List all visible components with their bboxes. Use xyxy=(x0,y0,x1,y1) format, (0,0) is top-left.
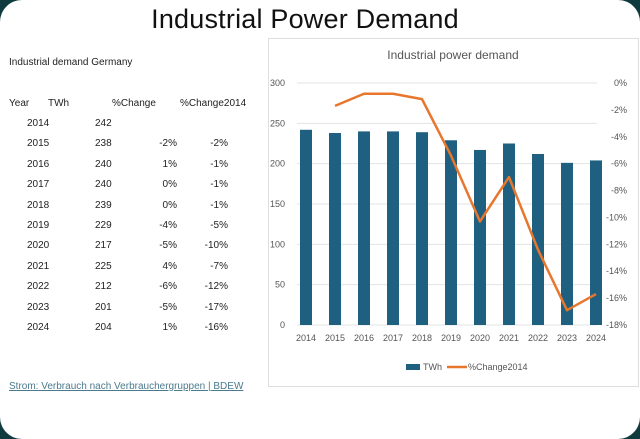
cell-year: 2021 xyxy=(27,260,50,272)
cell-change: -5% xyxy=(159,301,177,313)
bar-twh xyxy=(532,153,544,325)
y-left-tick: 300 xyxy=(270,78,285,88)
x-tick: 2017 xyxy=(383,333,403,343)
y-left-tick: 100 xyxy=(270,239,285,249)
cell-change2014: -1% xyxy=(210,199,228,211)
header-year: Year xyxy=(9,98,30,109)
x-tick: 2021 xyxy=(499,333,519,343)
cell-change2014: -16% xyxy=(204,322,228,333)
x-tick: 2016 xyxy=(354,333,374,343)
x-tick: 2024 xyxy=(586,333,606,343)
cell-change: 4% xyxy=(162,260,177,272)
legend-label-twh: TWh xyxy=(423,362,442,372)
y-left-tick: 250 xyxy=(270,118,285,128)
y-right-tick: -10% xyxy=(606,212,627,222)
source-link[interactable]: Strom: Verbrauch nach Verbrauchergruppen… xyxy=(9,381,244,392)
chart-svg: Industrial power demand 0 50 100 150 200 250 3… xyxy=(270,48,627,372)
cell-change2014: -1% xyxy=(210,179,228,191)
cell-twh: 242 xyxy=(95,118,112,129)
bar-twh xyxy=(503,143,515,325)
y-right-tick: -2% xyxy=(611,105,627,115)
cell-change2014: -12% xyxy=(204,281,228,293)
cell-year: 2024 xyxy=(27,322,50,333)
demand-table: Year TWh %Change %Change2014 2014 242 2015… xyxy=(0,0,260,340)
cell-year: 2020 xyxy=(27,240,50,252)
chart: Industrial power demand 0 50 100 150 200 250 3… xyxy=(268,38,639,387)
cell-twh: 204 xyxy=(95,322,112,333)
cell-twh: 217 xyxy=(95,240,112,252)
y-left-tick: 0 xyxy=(280,320,285,330)
cell-twh: 239 xyxy=(95,199,112,211)
bar-twh xyxy=(561,162,573,325)
x-tick: 2023 xyxy=(557,333,577,343)
bar-twh xyxy=(416,132,428,325)
bar-twh xyxy=(358,131,370,325)
chart-title: Industrial power demand xyxy=(387,48,518,62)
cell-twh: 240 xyxy=(95,158,112,170)
y-right-tick: -8% xyxy=(611,186,627,196)
cell-twh: 238 xyxy=(95,138,112,150)
cell-change: -4% xyxy=(159,220,177,231)
cell-change2014: -7% xyxy=(210,260,228,272)
cell-change: -6% xyxy=(159,281,177,293)
header-twh: TWh xyxy=(48,98,70,109)
x-tick: 2020 xyxy=(470,333,490,343)
y-right-tick: -4% xyxy=(611,132,627,142)
y-left-tick: 50 xyxy=(275,280,285,290)
x-tick: 2015 xyxy=(325,333,345,343)
cell-change: 1% xyxy=(162,158,177,170)
cell-change2014: -2% xyxy=(210,138,228,150)
cell-year: 2019 xyxy=(27,220,50,231)
y-left-tick: 150 xyxy=(270,199,285,209)
bar-twh xyxy=(387,131,399,325)
legend-label-change2014: %Change2014 xyxy=(468,362,528,372)
bar-twh xyxy=(300,129,312,325)
cell-change: 0% xyxy=(162,179,177,191)
legend-swatch-twh xyxy=(406,364,420,370)
slide-title: Industrial Power Demand xyxy=(151,4,459,34)
cell-twh: 212 xyxy=(95,281,112,293)
y-right-tick: 0% xyxy=(614,78,627,88)
line-change2014 xyxy=(334,92,597,312)
header-change2014: %Change2014 xyxy=(180,98,247,109)
cell-change: -5% xyxy=(159,240,177,252)
cell-year: 2014 xyxy=(27,118,50,129)
cell-year: 2018 xyxy=(27,199,50,211)
cell-change: -2% xyxy=(159,138,177,150)
cell-change2014: -5% xyxy=(210,220,228,231)
cell-twh: 240 xyxy=(95,179,112,191)
bar-twh xyxy=(590,160,602,325)
bar-twh xyxy=(329,133,341,325)
cell-year: 2017 xyxy=(27,179,50,191)
y-left-tick: 200 xyxy=(270,159,285,169)
cell-change: 1% xyxy=(162,322,177,333)
table-caption: Industrial demand Germany xyxy=(9,57,133,68)
cell-year: 2023 xyxy=(27,301,50,313)
y-right-tick: -14% xyxy=(606,266,627,276)
cell-year: 2015 xyxy=(27,138,50,150)
y-right-tick: -16% xyxy=(606,293,627,303)
y-right-tick: -12% xyxy=(606,239,627,249)
x-tick: 2022 xyxy=(528,333,548,343)
x-tick: 2014 xyxy=(296,333,316,343)
cell-change2014: -17% xyxy=(204,301,228,313)
cell-twh: 201 xyxy=(95,301,112,313)
bar-twh xyxy=(474,149,486,325)
cell-twh: 229 xyxy=(95,220,112,231)
cell-change2014: -10% xyxy=(204,240,228,252)
cell-change2014: -1% xyxy=(210,158,228,170)
y-right-tick: -6% xyxy=(611,159,627,169)
cell-twh: 225 xyxy=(95,260,112,272)
x-tick: 2019 xyxy=(441,333,461,343)
header-change: %Change xyxy=(112,98,156,109)
cell-change: 0% xyxy=(162,199,177,211)
cell-year: 2022 xyxy=(27,281,50,293)
x-tick: 2018 xyxy=(412,333,432,343)
bar-twh xyxy=(445,140,457,325)
y-right-tick: -18% xyxy=(606,320,627,330)
cell-year: 2016 xyxy=(27,158,50,170)
